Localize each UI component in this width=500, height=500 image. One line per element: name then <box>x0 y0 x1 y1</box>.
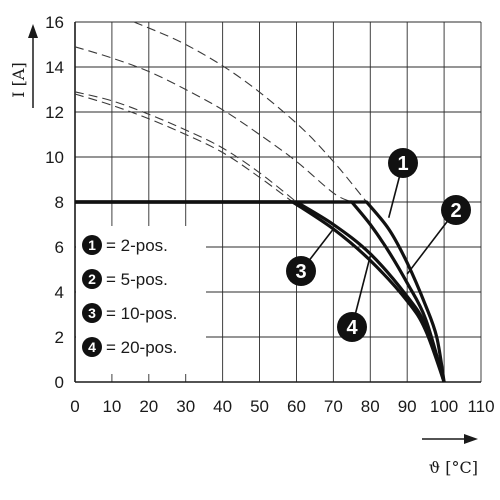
y-tick-label: 14 <box>45 58 64 77</box>
x-tick-label: 0 <box>70 397 79 416</box>
x-tick-label: 30 <box>176 397 195 416</box>
x-axis-label-group: ϑ [°C] <box>422 434 478 477</box>
y-axis-label-group: I [A] <box>9 24 38 108</box>
series-3-theoretical-line <box>74 91 297 203</box>
legend-marker-4 <box>82 337 102 357</box>
legend-label-3: = 10-pos. <box>106 304 177 323</box>
x-tick-label: 20 <box>139 397 158 416</box>
legend-marker-3 <box>82 303 102 323</box>
legend-marker-1 <box>82 235 102 255</box>
legend: 1 = 2-pos. 2 = 5-pos. 3 = 10-pos. 4 = 20-pos. <box>76 226 206 374</box>
x-tick-label: 90 <box>398 397 417 416</box>
x-tick-label: 10 <box>102 397 121 416</box>
series-lines <box>74 21 446 383</box>
legend-marker-number: 4 <box>88 339 96 355</box>
callout-marker-3 <box>286 256 316 286</box>
series-1-derating-line <box>75 200 446 383</box>
y-tick-label: 8 <box>55 193 64 212</box>
legend-label-4: = 20-pos. <box>106 338 177 357</box>
y-tick-label: 12 <box>45 103 64 122</box>
y-tick-label: 10 <box>45 148 64 167</box>
y-tick-label: 4 <box>55 283 64 302</box>
callout-number-3: 3 <box>295 261 306 283</box>
callout-marker-2 <box>441 195 471 225</box>
x-tick-label: 100 <box>430 397 458 416</box>
callout-marker-1 <box>388 148 418 178</box>
x-tick-label: 40 <box>213 397 232 416</box>
x-axis-label: ϑ [°C] <box>429 458 478 477</box>
y-tick-labels: 0 2 4 6 8 10 12 14 16 <box>45 13 64 392</box>
x-tick-label: 110 <box>467 397 494 416</box>
x-tick-label: 70 <box>324 397 343 416</box>
x-tick-label: 80 <box>361 397 380 416</box>
callout-number-1: 1 <box>397 153 408 175</box>
x-tick-labels: 0 10 20 30 40 50 60 70 80 90 100 110 <box>70 397 494 416</box>
callout-number-2: 2 <box>450 200 461 222</box>
x-tick-label: 50 <box>250 397 269 416</box>
x-axis-arrowhead <box>464 434 478 444</box>
annotation-markers: 1 2 3 4 <box>286 148 471 342</box>
legend-marker-number: 2 <box>88 271 96 287</box>
y-tick-label: 2 <box>55 328 64 347</box>
y-axis-label: I [A] <box>9 62 28 97</box>
x-tick-label: 60 <box>287 397 306 416</box>
series-4-derating-line <box>75 200 446 383</box>
y-tick-label: 6 <box>55 238 64 257</box>
legend-marker-2 <box>82 269 102 289</box>
legend-label-2: = 5-pos. <box>106 270 168 289</box>
callout-number-4: 4 <box>346 317 358 339</box>
series-2-theoretical-line <box>74 46 353 203</box>
series-2-derating-line <box>75 200 446 383</box>
legend-marker-number: 3 <box>88 305 96 321</box>
legend-marker-number: 1 <box>88 237 96 253</box>
y-axis-arrowhead <box>28 24 38 38</box>
y-tick-label: 16 <box>45 13 64 32</box>
y-tick-label: 0 <box>55 373 64 392</box>
series-4-theoretical-line <box>74 93 294 203</box>
legend-label-1: = 2-pos. <box>106 236 168 255</box>
series-3-derating-line <box>75 200 446 383</box>
callout-marker-4 <box>337 312 367 342</box>
